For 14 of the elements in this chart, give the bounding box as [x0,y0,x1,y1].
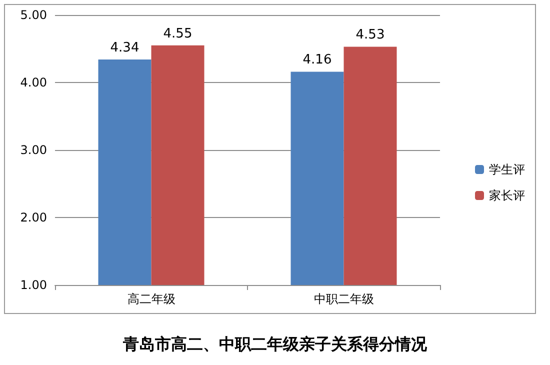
legend-label: 家长评 [489,188,525,202]
data-label: 4.16 [302,52,332,68]
x-tick-label: 高二年级 [127,292,176,306]
y-tick-label: 2.00 [20,210,47,224]
legend-label: 学生评 [489,162,525,176]
y-tick-label: 1.00 [20,278,47,292]
text: 青岛市高二、中职二年级亲子关系得分情况 [122,334,428,354]
data-label: 4.53 [356,28,385,43]
y-tick-label: 3.00 [20,143,47,157]
y-tick-label: 5.00 [20,8,47,22]
y-tick-label: 4.00 [20,76,47,90]
data-label: 4.34 [110,40,140,56]
data-label: 4.55 [163,26,192,42]
x-tick-label: 中职二年级 [314,292,374,306]
